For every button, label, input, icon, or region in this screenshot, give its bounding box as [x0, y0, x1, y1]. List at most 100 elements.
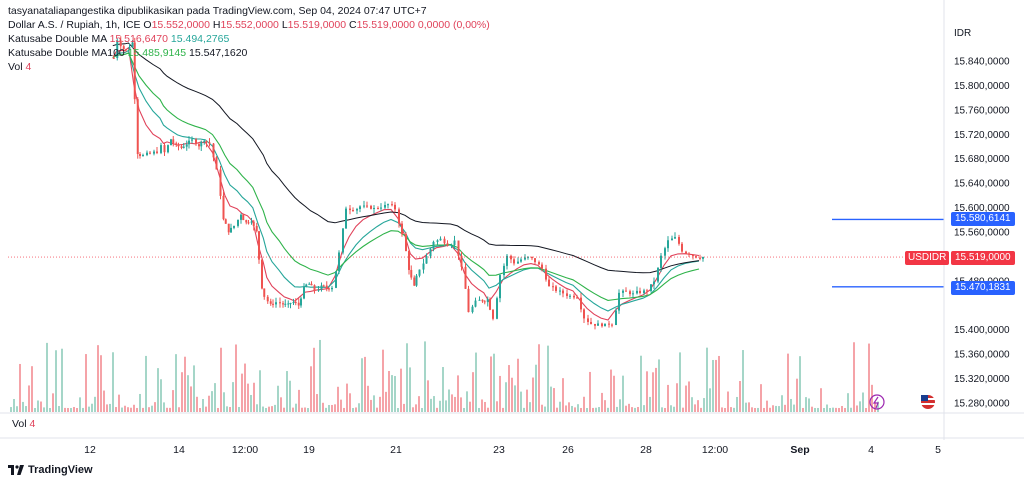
volume-bar — [484, 401, 486, 412]
time-tick-label: 14 — [173, 444, 185, 456]
volume-bar — [40, 401, 42, 412]
volume-bar — [610, 369, 612, 412]
candle-body — [503, 265, 505, 276]
ma-slow-line — [112, 49, 700, 312]
candle-body — [153, 151, 155, 154]
candle-body — [167, 145, 169, 153]
volume-bar — [316, 394, 318, 412]
candle-body — [601, 323, 603, 327]
candle-body — [415, 275, 418, 286]
candle-body — [356, 209, 358, 211]
volume-bar — [661, 407, 663, 412]
volume-bar — [190, 386, 192, 412]
vol-line[interactable]: Vol 4 — [8, 60, 490, 74]
candle-body — [345, 208, 347, 229]
volume-bar — [196, 396, 198, 412]
candle-body — [422, 263, 425, 270]
volume-bar — [703, 398, 705, 412]
ma-double-label: Katusabe Double MA — [8, 33, 107, 45]
volume-bar — [154, 402, 156, 412]
volume-bar — [748, 402, 750, 412]
volume-bar — [193, 365, 195, 412]
volume-bar — [712, 359, 714, 412]
candle-body — [212, 143, 215, 158]
volume-bar — [16, 406, 18, 412]
volume-bar — [637, 406, 639, 412]
volume-bar — [622, 375, 624, 412]
volume-bar — [115, 407, 117, 412]
volume-bar — [304, 407, 306, 412]
ma100-line[interactable]: Katusabe Double MA100 15.485,9145 15.547… — [8, 46, 490, 60]
volume-bar — [664, 407, 666, 412]
volume-bar — [862, 392, 864, 412]
volume-bar — [607, 407, 609, 412]
volume-bar — [547, 345, 549, 412]
volume-bar — [520, 391, 522, 412]
volume-bar — [451, 394, 453, 412]
candle-body — [653, 281, 655, 285]
candle-body — [548, 279, 550, 287]
candle-body — [552, 286, 554, 288]
candle-body — [215, 157, 218, 170]
volume-bar — [127, 407, 129, 412]
candle-body — [608, 323, 610, 325]
currency-label[interactable]: IDR — [954, 28, 972, 39]
volume-bar — [592, 407, 594, 412]
candle-body — [418, 269, 421, 276]
candle-body — [180, 146, 183, 148]
volume-bar — [352, 407, 354, 412]
volume-bar — [349, 393, 351, 412]
c-value: 15.519,0000 — [356, 19, 415, 31]
candle-body — [467, 288, 470, 313]
volume-bar — [541, 404, 543, 412]
volume-bar — [631, 407, 633, 412]
candle-body — [377, 207, 379, 209]
volume-bar — [328, 404, 330, 412]
volume-bar — [586, 407, 588, 412]
candle-body — [331, 287, 333, 290]
volume-bar — [331, 404, 333, 412]
candle-body — [443, 238, 446, 244]
volume-bar — [823, 408, 825, 412]
candle-body — [559, 290, 561, 292]
time-tick-label: 12:00 — [702, 444, 728, 456]
h-label: H — [212, 19, 221, 31]
candle-body — [119, 40, 122, 47]
volume-bar — [877, 401, 879, 412]
candle-body — [594, 323, 596, 326]
volume-bar — [361, 358, 363, 412]
volume-bar — [22, 401, 24, 412]
candle-body — [688, 253, 690, 255]
volume-bar — [34, 407, 36, 412]
candle-body — [245, 220, 248, 223]
volume-bar — [145, 355, 147, 412]
time-tick-label: 4 — [868, 444, 874, 456]
volume-bar — [577, 404, 579, 412]
candle-body — [363, 205, 365, 207]
volume-bar — [181, 372, 183, 412]
flag-stripe — [921, 403, 935, 405]
ma-double-line[interactable]: Katusabe Double MA 15.516,6470 15.494,27… — [8, 32, 490, 46]
volume-bar — [811, 406, 813, 412]
tradingview-logo-icon — [8, 465, 24, 475]
volume-bar — [337, 386, 339, 412]
candle-body — [632, 293, 634, 295]
volume-bar — [841, 405, 843, 412]
volume-bar — [775, 405, 777, 412]
candle-body — [489, 299, 491, 310]
volume-pane-label[interactable]: Vol 4 — [12, 418, 35, 430]
volume-bar — [370, 399, 372, 412]
volume-bar — [52, 393, 54, 412]
ma100-slow-line — [112, 42, 700, 274]
volume-bar — [745, 402, 747, 412]
volume-bar — [802, 407, 804, 412]
volume-bar — [217, 407, 219, 412]
volume-bar — [595, 407, 597, 412]
candle-body — [172, 139, 175, 144]
tradingview-brand[interactable]: TradingView — [8, 464, 93, 476]
candle-body — [338, 252, 340, 272]
volume-bar — [721, 407, 723, 412]
candle-body — [425, 256, 428, 264]
candle-body — [384, 204, 386, 208]
candle-body — [359, 206, 361, 210]
